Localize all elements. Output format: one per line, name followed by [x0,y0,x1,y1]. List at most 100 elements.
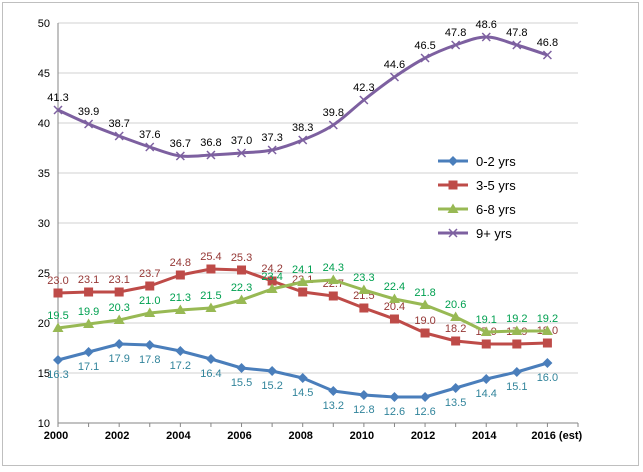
x-tick-label: 2008 [288,430,312,442]
y-tick-label: 50 [38,18,50,30]
y-tick-label: 15 [38,368,50,380]
data-label: 18.2 [445,323,466,335]
data-point [481,32,491,42]
data-point [53,288,63,298]
x-tick-label: 2000 [44,430,68,442]
legend-marker [447,203,459,213]
data-point [145,281,155,291]
data-label: 46.8 [537,37,558,49]
data-label: 47.8 [445,27,466,39]
data-point [206,150,216,160]
y-tick-label: 35 [38,168,50,180]
data-point [450,383,461,393]
data-point [205,354,216,364]
data-point [328,386,339,396]
data-label: 25.3 [231,252,252,264]
data-label: 23.3 [353,272,374,284]
data-label: 22.4 [384,281,405,293]
data-point [52,322,64,332]
legend-marker [448,156,458,166]
data-label: 25.4 [200,251,221,263]
data-point [175,346,186,356]
data-label: 17.9 [108,353,129,365]
data-point [53,105,63,115]
data-point [358,390,369,400]
data-point [511,325,523,335]
data-label: 37.6 [139,129,160,141]
data-point [145,142,155,152]
data-label: 24.8 [170,257,191,269]
data-point [542,338,552,348]
data-label: 15.1 [506,381,527,393]
data-point [237,265,247,275]
data-point [53,355,63,365]
data-point [83,347,94,357]
data-point [297,276,309,286]
data-point [144,340,155,350]
legend-marker [448,180,458,190]
data-label: 23.4 [261,271,282,283]
x-tick-label: 2012 [411,430,435,442]
data-point [328,120,338,130]
data-point [451,336,461,346]
data-label: 15.5 [231,377,252,389]
data-label: 37.0 [231,135,252,147]
data-point [327,274,339,284]
x-tick-label: 2004 [166,430,191,442]
data-point [175,270,185,280]
data-label: 17.8 [139,354,160,366]
data-label: 24.2 [261,263,282,275]
data-point [267,276,277,286]
data-point [450,311,462,321]
data-point [236,363,247,373]
data-point [389,314,399,324]
data-label: 38.7 [108,118,129,130]
data-label: 16.0 [537,372,558,384]
data-point [541,325,553,335]
data-label: 41.3 [47,92,68,104]
data-label: 23.0 [47,275,68,287]
data-point [206,264,216,274]
data-point [420,328,430,338]
x-tick-label: 2010 [350,430,374,442]
data-label: 12.6 [414,406,435,418]
data-point [83,318,95,328]
data-label: 22.3 [231,282,252,294]
data-point [389,392,400,402]
data-point [267,366,278,376]
data-label: 19.9 [78,306,99,318]
legend-marker [448,228,458,238]
data-point [512,40,522,50]
data-point [511,367,522,377]
data-label: 20.6 [445,299,466,311]
y-tick-label: 30 [38,218,50,230]
data-point [542,50,552,60]
x-tick-label: 2006 [227,430,251,442]
data-point [113,314,125,324]
data-label: 24.3 [323,262,344,274]
data-label: 48.6 [476,19,497,31]
data-label: 24.1 [292,264,313,276]
data-point [359,95,369,105]
data-point [298,135,308,145]
data-label: 42.3 [353,82,374,94]
data-point [114,339,125,349]
data-label: 12.6 [384,406,405,418]
data-label: 46.5 [414,40,435,52]
data-point [174,304,186,314]
data-point [175,151,185,161]
data-label: 13.2 [323,400,344,412]
data-label: 15.2 [261,380,282,392]
legend-label: 9+ yrs [476,226,512,241]
data-label: 23.7 [139,268,160,280]
legend: 0-2 yrs 3-5 yrs 6-8 yrs 9+ yrs [438,154,516,241]
y-tick-label: 45 [38,68,50,80]
data-point [542,358,553,368]
y-tick-label: 10 [38,418,50,430]
data-label: 16.3 [47,369,68,381]
data-label: 36.8 [200,137,221,149]
data-label: 14.5 [292,387,313,399]
data-label: 47.8 [506,27,527,39]
data-point [297,373,308,383]
data-point [481,339,491,349]
